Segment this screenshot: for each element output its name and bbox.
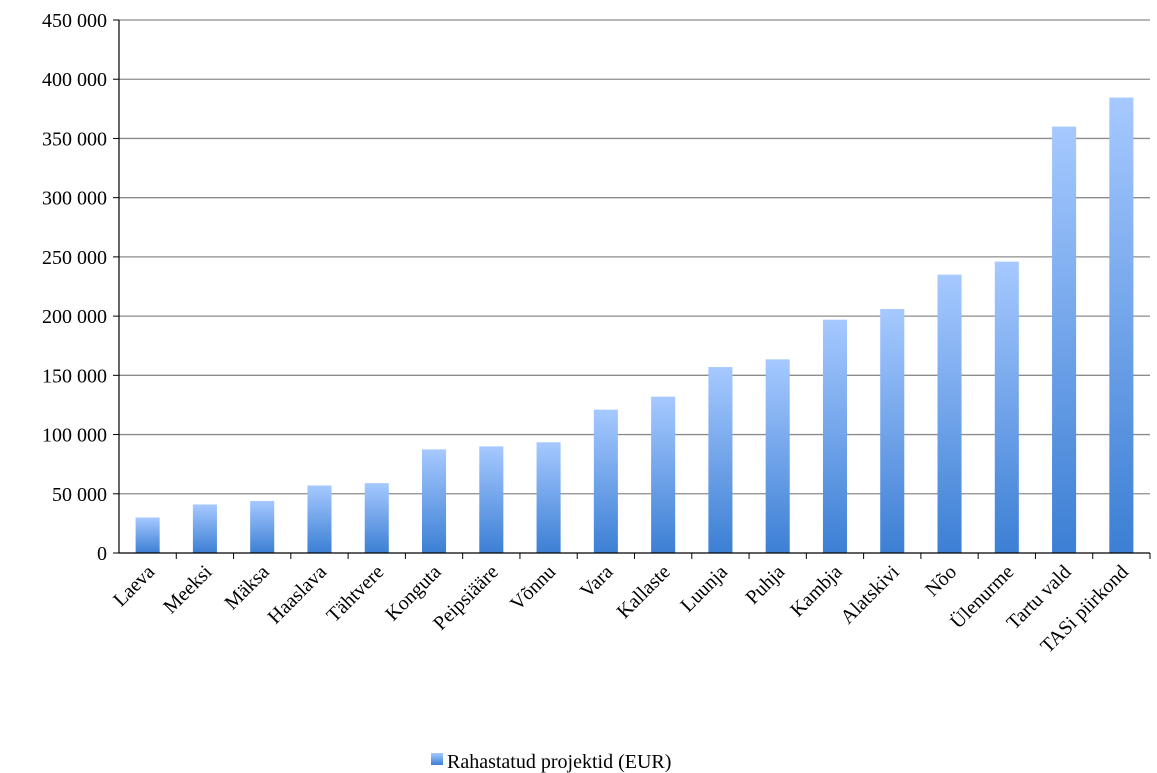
bar-luunja	[708, 367, 733, 553]
bar-vara	[593, 409, 618, 553]
legend-swatch	[431, 753, 443, 765]
x-category-label: Meeksi	[159, 561, 217, 619]
x-category-label: Vara	[576, 561, 618, 603]
x-category-label: Tähtvere	[322, 561, 388, 627]
x-category-label: Puhja	[741, 561, 789, 609]
bar-tasi-piirkond	[1109, 97, 1134, 553]
bar-kambja	[822, 319, 848, 553]
axes	[113, 19, 1151, 559]
bar-puhja	[765, 359, 790, 553]
gridlines	[119, 19, 1150, 495]
bar-ülenurme	[994, 261, 1019, 553]
y-tick-label: 250 000	[42, 247, 107, 269]
y-tick-label: 400 000	[42, 69, 107, 91]
y-tick-label: 200 000	[42, 306, 107, 328]
bar-nõo	[937, 274, 962, 553]
y-tick-label: 450 000	[42, 10, 107, 32]
y-tick-label: 300 000	[42, 188, 107, 210]
legend-label: Rahastatud projektid (EUR)	[447, 751, 671, 773]
y-tick-label: 100 000	[42, 425, 107, 447]
bar-meeksi	[192, 504, 217, 553]
y-tick-label: 50 000	[52, 484, 107, 506]
bars	[135, 97, 1134, 553]
x-category-label: Laeva	[109, 561, 159, 611]
legend: Rahastatud projektid (EUR)	[431, 751, 671, 773]
bar-mäksa	[250, 500, 275, 553]
x-category-label: Kallaste	[613, 561, 675, 623]
x-category-label: Võnnu	[506, 561, 560, 615]
bar-kallaste	[651, 396, 676, 553]
bar-peipsiääre	[479, 446, 504, 553]
bar-alatskivi	[880, 309, 905, 553]
x-category-label: Haaslava	[264, 561, 331, 628]
bar-konguta	[421, 449, 447, 553]
y-tick-label: 0	[97, 543, 107, 565]
y-tick-label: 350 000	[42, 128, 107, 150]
x-category-label: Alatskivi	[836, 561, 904, 629]
y-tick-label: 150 000	[42, 365, 107, 387]
x-category-label: Luunja	[676, 561, 732, 617]
bar-võnnu	[536, 442, 561, 553]
x-category-label: Mäksa	[220, 561, 273, 614]
bar-tartu-vald	[1052, 126, 1077, 553]
x-category-label: Nõo	[921, 561, 961, 601]
y-axis-tick-labels: 0 50 000 100 000 150 000 200 000 250 000 300 0…	[42, 10, 107, 565]
x-axis-category-labels: Laeva Meeksi MäksaHaaslavaTähtvereKongutaP…	[109, 560, 1133, 657]
bar-tähtvere	[364, 483, 389, 553]
bar-haaslava	[307, 485, 332, 553]
bar-laeva	[135, 517, 160, 553]
